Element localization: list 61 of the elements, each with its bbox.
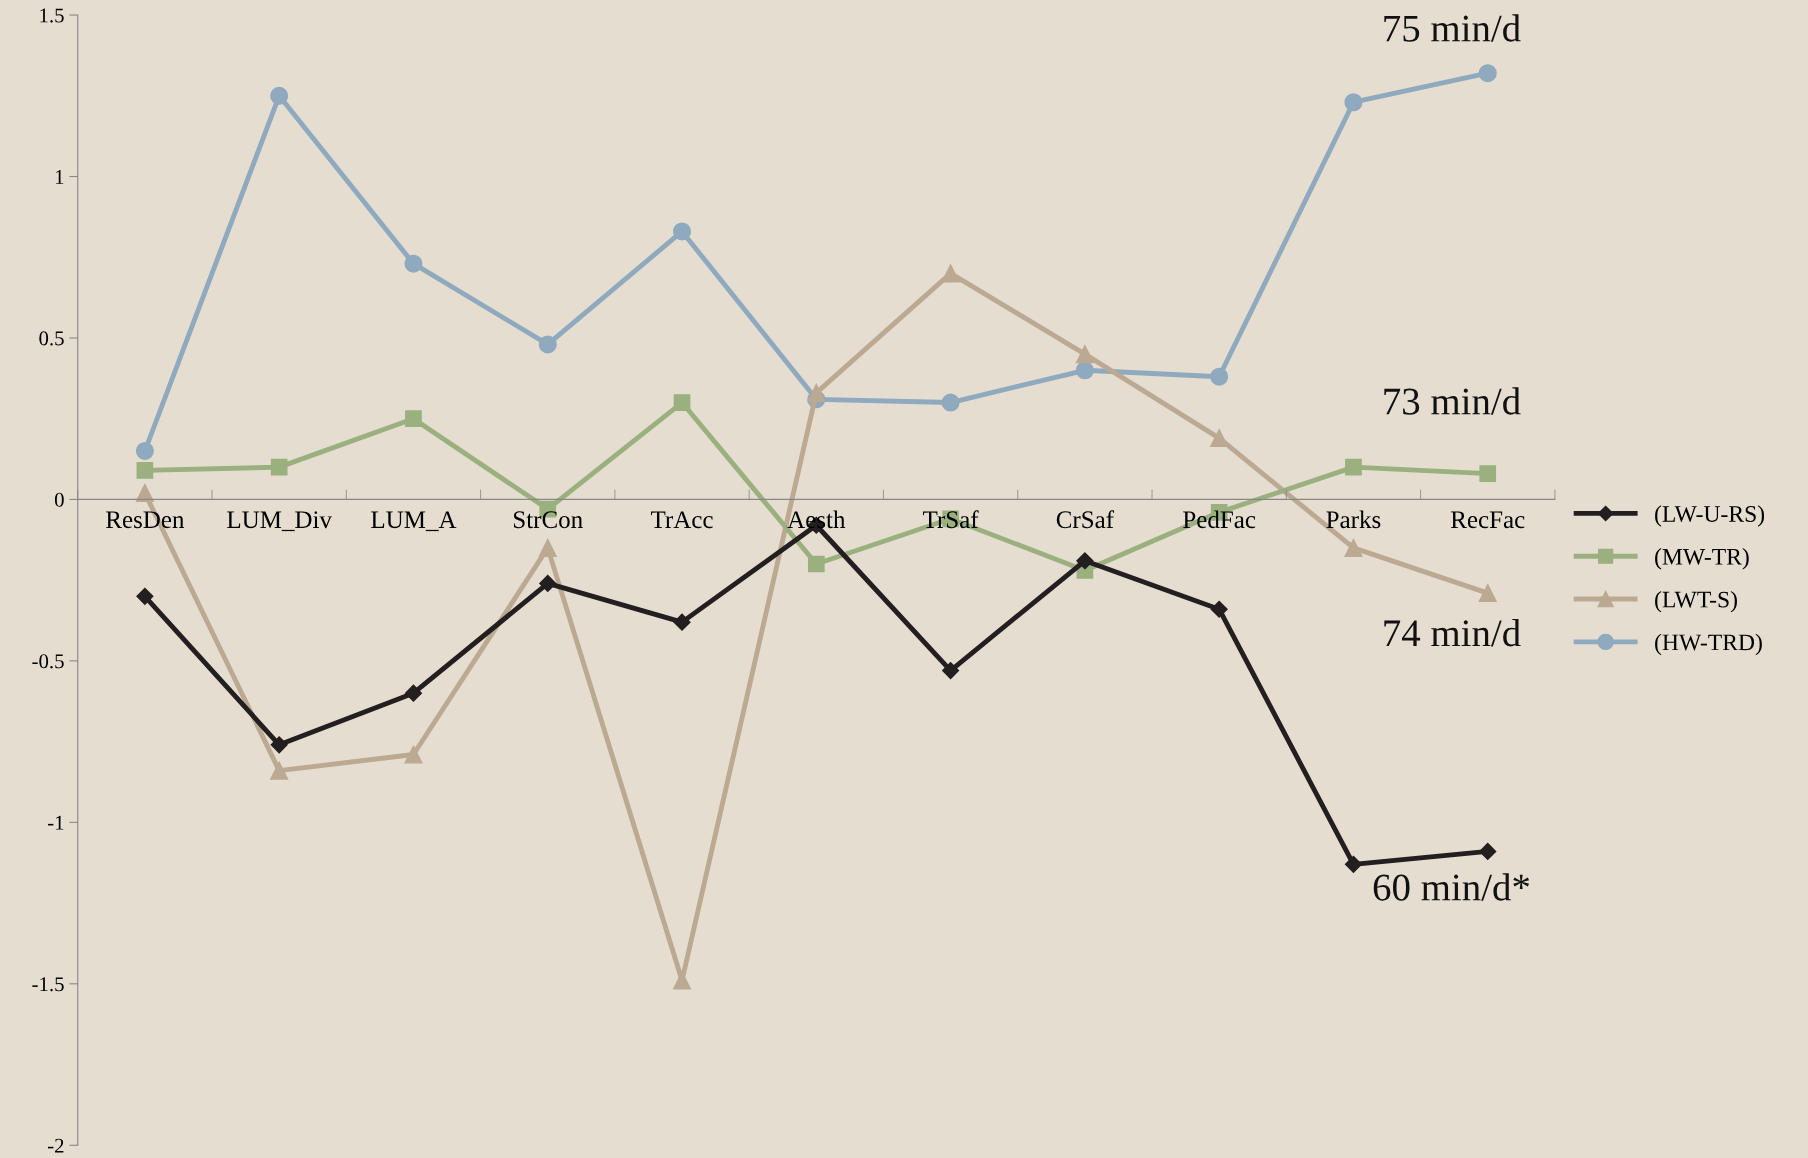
point [941, 393, 960, 412]
point [1076, 552, 1094, 570]
point [807, 555, 825, 573]
point [270, 761, 289, 780]
annotation: 60 min/d* [1373, 873, 1530, 901]
point [1345, 458, 1362, 476]
x-tick-label: TrAcc [651, 511, 713, 529]
point [1075, 345, 1094, 364]
x-tick-label: PedFac [1183, 510, 1256, 529]
annotation: 75 min/d [1384, 14, 1521, 42]
point [270, 736, 288, 754]
point [270, 86, 289, 105]
legend-label: (LW-U-RS) [1655, 505, 1765, 527]
x-tick-label: RecFac [1450, 511, 1525, 529]
y-tick-label: -0.5 [32, 654, 64, 669]
x-tick-label: TrSaf [923, 510, 979, 529]
legend-label: (HW-TRD) [1655, 633, 1762, 656]
point [1210, 367, 1229, 386]
point [135, 483, 154, 502]
point [404, 254, 423, 273]
y-tick-label: -1 [47, 815, 64, 830]
point [538, 335, 557, 354]
y-tick-label: 1 [55, 169, 64, 184]
point [1478, 64, 1497, 83]
x-tick-label: CrSaf [1056, 510, 1115, 529]
y-tick-label: 0.5 [39, 331, 64, 346]
point [942, 662, 960, 680]
point [1075, 361, 1094, 380]
x-tick-label: StrCon [513, 511, 583, 529]
x-tick-label: Parks [1326, 510, 1381, 529]
point [405, 410, 422, 428]
point [270, 458, 288, 476]
point [539, 574, 557, 592]
point [1344, 855, 1363, 873]
x-tick-label: LUM_A [371, 511, 457, 532]
point [1479, 842, 1497, 860]
point [538, 538, 557, 557]
point [404, 684, 423, 702]
annotation: 74 min/d [1384, 619, 1521, 647]
x-tick-label: LUM_Div [227, 511, 332, 532]
point [1478, 584, 1497, 603]
legend-label: (MW-TR) [1655, 548, 1749, 570]
y-tick-label: 1.5 [40, 8, 64, 23]
annotation: 73 min/d [1384, 387, 1521, 415]
legend-label: (LWT-S) [1655, 590, 1737, 613]
point [672, 222, 692, 241]
point [135, 441, 154, 461]
point [673, 613, 691, 631]
point [136, 462, 154, 479]
y-tick-label: -1.5 [32, 977, 64, 992]
point [1479, 465, 1497, 482]
y-tick-label: 0 [54, 492, 64, 507]
point [673, 394, 691, 411]
point [1344, 93, 1363, 112]
y-tick-label: -2 [47, 1138, 64, 1153]
point [136, 587, 154, 605]
point [1210, 600, 1228, 618]
x-tick-label: ResDen [106, 511, 185, 529]
point [807, 383, 826, 402]
point [404, 745, 423, 764]
point [1344, 538, 1363, 557]
